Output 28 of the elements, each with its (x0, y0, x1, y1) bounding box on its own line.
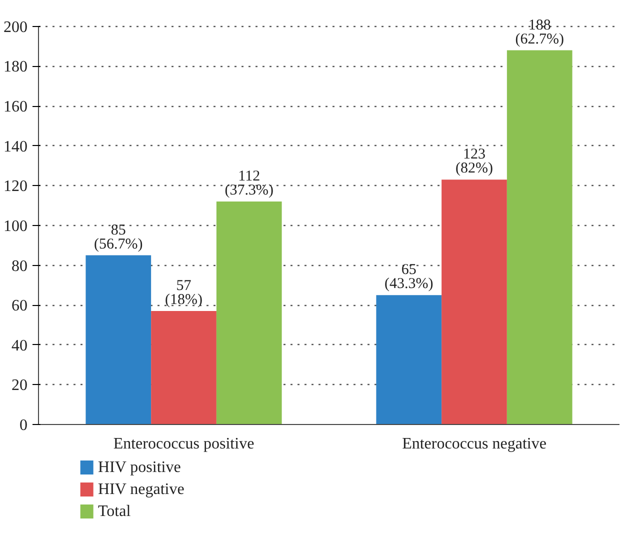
y-tick-label: 200 (4, 18, 28, 36)
legend-label: HIV negative (98, 481, 184, 498)
text: 112 (37.3%) (224, 168, 274, 199)
y-tick-label: 100 (4, 218, 28, 235)
y-tick-label: 120 (4, 178, 28, 196)
legend-label: HIV positive (98, 459, 181, 476)
y-tick-label: 180 (4, 58, 28, 76)
y-tick-label: 20 (12, 377, 28, 394)
text: 188 (62.7%) (515, 17, 564, 48)
bar (442, 180, 507, 424)
text: 85 (56.7%) (94, 222, 143, 252)
y-tick-label: 60 (12, 298, 28, 315)
y-tick-label: 160 (4, 98, 28, 116)
y-tick-label: 0 (20, 417, 28, 434)
bar (216, 202, 282, 424)
y-tick-label: 80 (12, 258, 28, 275)
bar (151, 311, 216, 424)
text: 65 (43.3%) (384, 262, 434, 292)
bar (376, 295, 442, 424)
legend-label: Total (98, 503, 132, 520)
text: 57 (18%) (165, 278, 203, 308)
x-tick-label: Enterococcus negative (402, 436, 546, 452)
bar (86, 255, 152, 424)
text: 123 (82%) (456, 146, 494, 177)
bar (506, 50, 572, 424)
x-tick-label: Enterococcus positive (113, 436, 254, 452)
y-tick-label: 40 (12, 337, 28, 354)
y-tick-label: 140 (4, 138, 28, 156)
